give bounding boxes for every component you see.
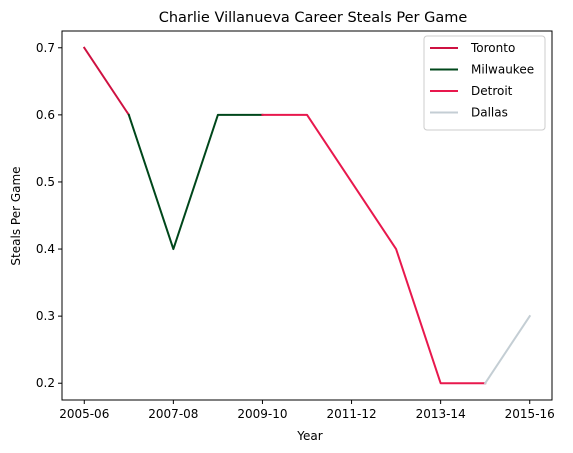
legend-label-detroit: Detroit: [471, 84, 513, 98]
x-tick-label: 2015-16: [505, 407, 555, 421]
y-tick-label: 0.4: [36, 242, 55, 256]
x-tick-label: 2009-10: [237, 407, 287, 421]
legend: Toronto Milwaukee Detroit Dallas: [423, 35, 546, 131]
y-tick-label: 0.5: [36, 175, 55, 189]
plot-frame: [61, 30, 553, 401]
legend-box: [423, 35, 546, 131]
y-tick-label: 0.3: [36, 309, 55, 323]
series-line-dallas: [483, 314, 532, 385]
y-tick-label: 0.7: [36, 41, 55, 55]
plot-lines: [82, 46, 532, 385]
y-axis-label: Steals Per Game: [9, 166, 23, 265]
legend-label-dallas: Dallas: [471, 106, 508, 120]
y-tick-label: 0.6: [36, 108, 55, 122]
legend-label-toronto: Toronto: [470, 41, 515, 55]
x-tick-label: 2013-14: [416, 407, 466, 421]
y-tick-label: 0.2: [36, 376, 55, 390]
x-tick-label: 2011-12: [326, 407, 376, 421]
chart-title: Charlie Villanueva Career Steals Per Gam…: [159, 10, 468, 26]
series-line-detroit: [261, 113, 487, 385]
x-axis-label: Year: [296, 429, 322, 443]
x-tick-label: 2007-08: [148, 407, 198, 421]
x-tick-label: 2005-06: [59, 407, 109, 421]
series-line-milwaukee: [127, 113, 264, 251]
legend-label-milwaukee: Milwaukee: [471, 63, 534, 77]
series-line-toronto: [82, 46, 131, 117]
x-axis: 2005-06 2007-08 2009-10 2011-12 2013-14 2015-…: [59, 400, 555, 421]
y-axis: 0.2 0.3 0.4 0.5 0.6 0.7: [36, 41, 62, 390]
